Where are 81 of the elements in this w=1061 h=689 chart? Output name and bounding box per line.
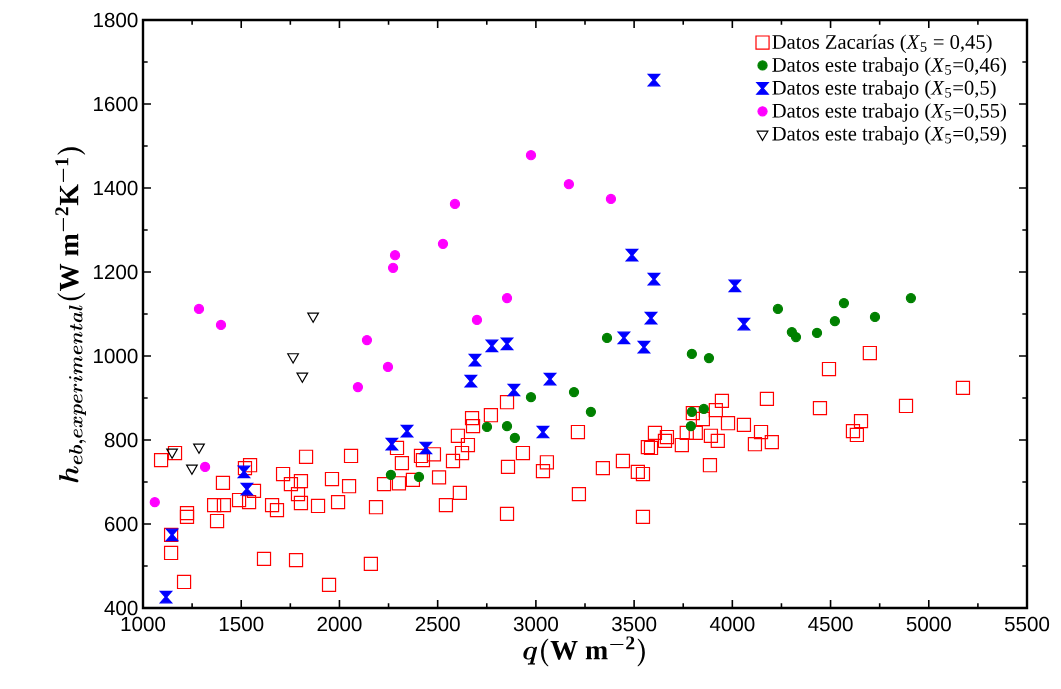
point [637, 340, 651, 354]
point [215, 319, 227, 331]
point [536, 425, 550, 439]
point [501, 292, 513, 304]
point [485, 339, 499, 353]
point [790, 331, 802, 343]
point [525, 392, 537, 403]
y-tick-label: 1600 [94, 96, 138, 112]
y-tick-label: 600 [104, 516, 138, 532]
x-tick-label: 2000 [317, 616, 362, 632]
y-tick-label: 400 [104, 600, 138, 616]
x-tick-label: 4000 [709, 616, 755, 632]
point [686, 406, 697, 417]
y-tick-label: 1400 [94, 180, 138, 196]
y-tick-label: 800 [104, 432, 138, 448]
point [563, 179, 575, 190]
point [449, 198, 461, 210]
point [361, 334, 373, 346]
point [829, 316, 841, 327]
point [905, 292, 917, 304]
point [625, 248, 639, 262]
point [385, 469, 397, 480]
point [500, 337, 514, 351]
point [686, 348, 697, 360]
point [543, 372, 557, 386]
point [400, 424, 414, 438]
x-axis-title: $q(\mathrm{W\ m^{-2}})$ [523, 636, 645, 667]
legend-label: Datos este trabajo (X$_{5}$=0,5) [772, 80, 996, 99]
point [525, 150, 537, 161]
x-tick-label: 5000 [906, 616, 951, 632]
point [811, 327, 823, 339]
point [471, 314, 483, 326]
point [481, 421, 493, 433]
point [605, 193, 617, 205]
point [617, 331, 631, 345]
point [869, 311, 881, 323]
point [601, 332, 613, 344]
legend-label: Datos este trabajo (X$_{5}$=0,55) [772, 103, 1006, 122]
x-tick-label: 5500 [1004, 616, 1050, 632]
x-tick-label: 3500 [612, 616, 657, 632]
point [193, 443, 205, 454]
point [647, 73, 661, 87]
point [352, 381, 364, 393]
point [468, 353, 482, 367]
point [501, 421, 513, 432]
point [296, 372, 309, 383]
point [193, 303, 205, 315]
y-axis-title: $h_{eb,experimental}(\mathrm{W\ m^{-2}K^{-1}})$ [55, 147, 87, 483]
x-tick-label: 3000 [513, 616, 558, 632]
point [737, 317, 751, 331]
x-tick-label: 1000 [121, 616, 166, 632]
y-tick-label: 1800 [94, 12, 138, 28]
point [382, 361, 394, 373]
point [287, 353, 299, 364]
point [507, 383, 521, 397]
legend-label: Datos este trabajo (X$_{5}$=0,46) [772, 57, 1006, 77]
point [389, 250, 401, 261]
point [772, 303, 784, 315]
point [464, 374, 478, 388]
y-tick-label: 1000 [94, 348, 138, 364]
point [307, 312, 320, 323]
legend-label: Datos este trabajo (X$_{5}$=0,59) [772, 126, 1006, 145]
point [387, 262, 399, 273]
point [199, 461, 211, 473]
point [838, 297, 850, 309]
point [149, 497, 160, 508]
x-tick-label: 2500 [415, 616, 460, 632]
legend-label: Datos Zacarías (X$_{5}$ = 0,45) [772, 34, 992, 54]
point [728, 279, 742, 293]
point [644, 311, 658, 325]
point [437, 238, 449, 249]
point [568, 386, 580, 398]
x-tick-label: 4500 [808, 616, 853, 632]
point [647, 272, 661, 286]
point [703, 352, 715, 364]
point [585, 406, 597, 417]
point [509, 432, 521, 444]
point [186, 464, 198, 475]
x-tick-label: 1500 [219, 616, 264, 632]
point [159, 590, 173, 604]
y-tick-label: 1200 [94, 264, 138, 280]
